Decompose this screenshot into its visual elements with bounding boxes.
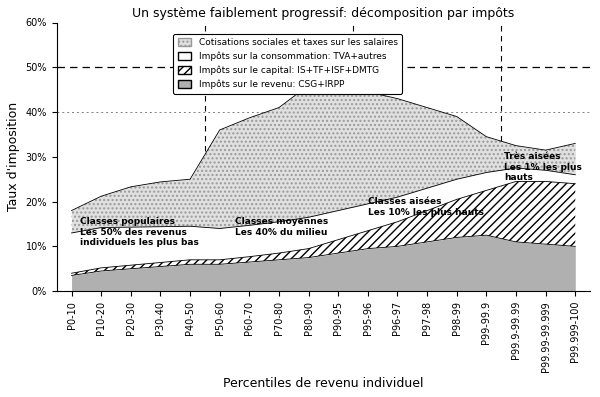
Text: Classes moyennes
Les 40% du milieu: Classes moyennes Les 40% du milieu — [235, 217, 328, 237]
Text: Classes aisées
Les 10% les plus hauts: Classes aisées Les 10% les plus hauts — [368, 197, 484, 216]
X-axis label: Percentiles de revenu individuel: Percentiles de revenu individuel — [223, 377, 424, 390]
Title: Un système faiblement progressif: décomposition par impôts: Un système faiblement progressif: décomp… — [132, 7, 515, 20]
Text: Très aisées
Les 1% les plus
hauts: Très aisées Les 1% les plus hauts — [504, 152, 582, 182]
Text: Classes populaires
Les 50% des revenus
individuels les plus bas: Classes populaires Les 50% des revenus i… — [80, 217, 199, 247]
Y-axis label: Taux d'imposition: Taux d'imposition — [7, 102, 20, 211]
Legend: Cotisations sociales et taxes sur les salaires, Impôts sur la consommation: TVA+: Cotisations sociales et taxes sur les sa… — [173, 34, 402, 94]
